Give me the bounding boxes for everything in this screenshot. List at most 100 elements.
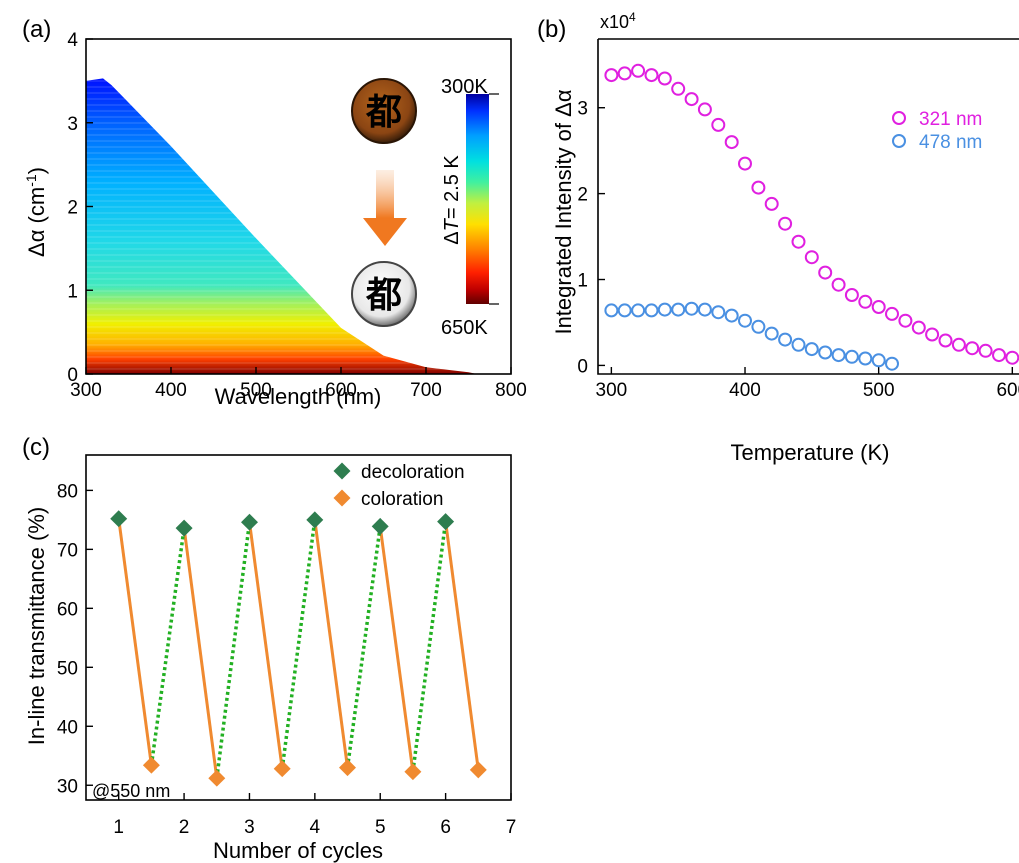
panel-b-x-tick-label: 400 xyxy=(729,380,761,401)
panel-b-y-tick-label: 3 xyxy=(577,99,588,120)
panel-c-y-ticks: 30 40 50 60 70 80 xyxy=(57,481,93,797)
panel-c-y-tick-label: 60 xyxy=(57,599,78,620)
point-478nm xyxy=(711,305,726,320)
point-478nm xyxy=(791,337,806,352)
coin-colored: 都 xyxy=(351,78,417,144)
panel-b-y-tick-label: 1 xyxy=(577,271,588,292)
scale-factor-label: x104 xyxy=(600,10,636,32)
decoloration-line xyxy=(149,527,186,766)
panel-a-x-tick-label: 500 xyxy=(240,380,272,401)
point-coloration xyxy=(469,761,487,779)
point-478nm xyxy=(631,303,646,318)
panel-c-y-axis-label: In-line transmittance (%) xyxy=(24,507,49,745)
panel-a-y-tick-label: 3 xyxy=(67,114,78,135)
panel-a-x-tick-label: 300 xyxy=(70,380,102,401)
panel-a-y-tick-label: 2 xyxy=(67,198,78,219)
legend-marker-decoloration xyxy=(333,462,351,480)
decoloration-line xyxy=(280,519,317,769)
panel-c-y-tick-label: 80 xyxy=(57,481,78,502)
point-decoloration xyxy=(110,510,128,528)
point-478nm xyxy=(697,302,712,317)
legend-marker-coloration xyxy=(333,489,351,507)
point-321nm xyxy=(938,333,953,348)
panel-b-label: (b) xyxy=(537,16,566,43)
point-321nm xyxy=(978,343,993,358)
colorbar-step-label: ΔT= 2.5 K xyxy=(441,155,463,245)
point-478nm xyxy=(644,303,659,318)
panel-b-y-tick-label: 2 xyxy=(577,185,588,206)
point-321nm xyxy=(764,196,779,211)
panel-c-x-axis-label: Number of cycles xyxy=(213,838,383,863)
coloration-line xyxy=(248,522,284,769)
legend-label-478: 478 nm xyxy=(919,132,982,153)
point-478nm xyxy=(724,308,739,323)
panel-a-label: (a) xyxy=(22,16,51,43)
point-decoloration xyxy=(437,513,455,531)
point-478nm xyxy=(804,342,819,357)
point-478nm xyxy=(778,332,793,347)
point-321nm xyxy=(831,277,846,292)
point-321nm xyxy=(724,135,739,150)
panel-c-y-tick-label: 50 xyxy=(57,658,78,679)
point-321nm xyxy=(738,156,752,171)
point-478nm xyxy=(751,319,766,334)
coloration-line xyxy=(444,521,480,771)
panel-c-x-tick-label: 7 xyxy=(506,817,517,838)
coloration-line xyxy=(182,527,219,779)
panel-a-x-axis-label: Wavelength (nm) xyxy=(215,384,382,409)
panel-b-x-ticks: 300 400 500 600 xyxy=(596,367,1019,401)
legend-marker-478 xyxy=(892,134,906,148)
point-321nm xyxy=(791,234,806,249)
color-change-arrow xyxy=(363,170,407,246)
point-coloration xyxy=(273,760,291,778)
panel-b-y-axis-label: Integrated Intensity of Δα xyxy=(551,89,576,334)
legend-label-coloration: coloration xyxy=(361,489,443,510)
point-321nm xyxy=(885,306,899,321)
panel-b-y-ticks: 0 1 2 3 xyxy=(577,99,605,377)
wavelength-annotation: @550 nm xyxy=(92,781,170,801)
point-321nm xyxy=(871,300,886,314)
point-321nm xyxy=(697,102,712,117)
legend-label-decoloration: decoloration xyxy=(361,462,465,483)
point-321nm xyxy=(965,341,980,356)
point-decoloration xyxy=(241,513,258,531)
point-478nm xyxy=(657,302,672,317)
panel-a-x-tick-label: 700 xyxy=(410,380,442,401)
coin-character-colored: 都 xyxy=(365,91,402,132)
point-321nm xyxy=(778,216,793,231)
panel-c-x-tick-label: 5 xyxy=(375,817,386,838)
point-321nm xyxy=(711,117,726,132)
panel-c-cycling-chart: (c) 1 2 3 4 5 6 7 30 40 50 60 70 80 Number of cycle… xyxy=(22,434,516,863)
panel-b-integrated-intensity-chart: (b) x104 300 400 500 600 0 1 2 3 Temperature (… xyxy=(537,10,1019,465)
panel-b-x-tick-label: 300 xyxy=(596,380,628,401)
point-478nm xyxy=(844,349,859,364)
legend-marker-321 xyxy=(892,111,906,125)
point-coloration xyxy=(404,763,422,781)
decoloration-line xyxy=(215,521,252,779)
panel-a-x-tick-label: 600 xyxy=(325,380,357,401)
point-478nm xyxy=(617,303,632,318)
panel-a-y-axis-label: Δα (cm-1) xyxy=(23,167,49,257)
point-478nm xyxy=(818,345,833,360)
panel-a-x-ticks: 300 400 500 600 700 800 xyxy=(70,367,527,401)
point-321nm xyxy=(657,71,672,86)
decoloration-line xyxy=(411,521,448,772)
panel-c-x-tick-label: 1 xyxy=(113,817,124,838)
point-321nm xyxy=(898,313,913,328)
coin-character-bleached: 都 xyxy=(365,274,402,315)
coloration-line xyxy=(378,526,415,772)
point-decoloration xyxy=(175,519,193,537)
point-478nm xyxy=(738,313,752,328)
point-321nm xyxy=(631,63,646,78)
point-321nm xyxy=(844,288,859,302)
panel-b-x-tick-label: 600 xyxy=(996,380,1019,401)
colorbar-bottom-label: 650K xyxy=(441,317,488,339)
coin-bleached: 都 xyxy=(351,261,417,327)
panel-c-y-tick-label: 70 xyxy=(57,540,78,561)
panel-c-label: (c) xyxy=(22,434,50,461)
point-321nm xyxy=(818,265,833,280)
point-478nm xyxy=(671,302,686,317)
point-321nm xyxy=(1005,350,1019,365)
point-coloration xyxy=(142,756,160,774)
